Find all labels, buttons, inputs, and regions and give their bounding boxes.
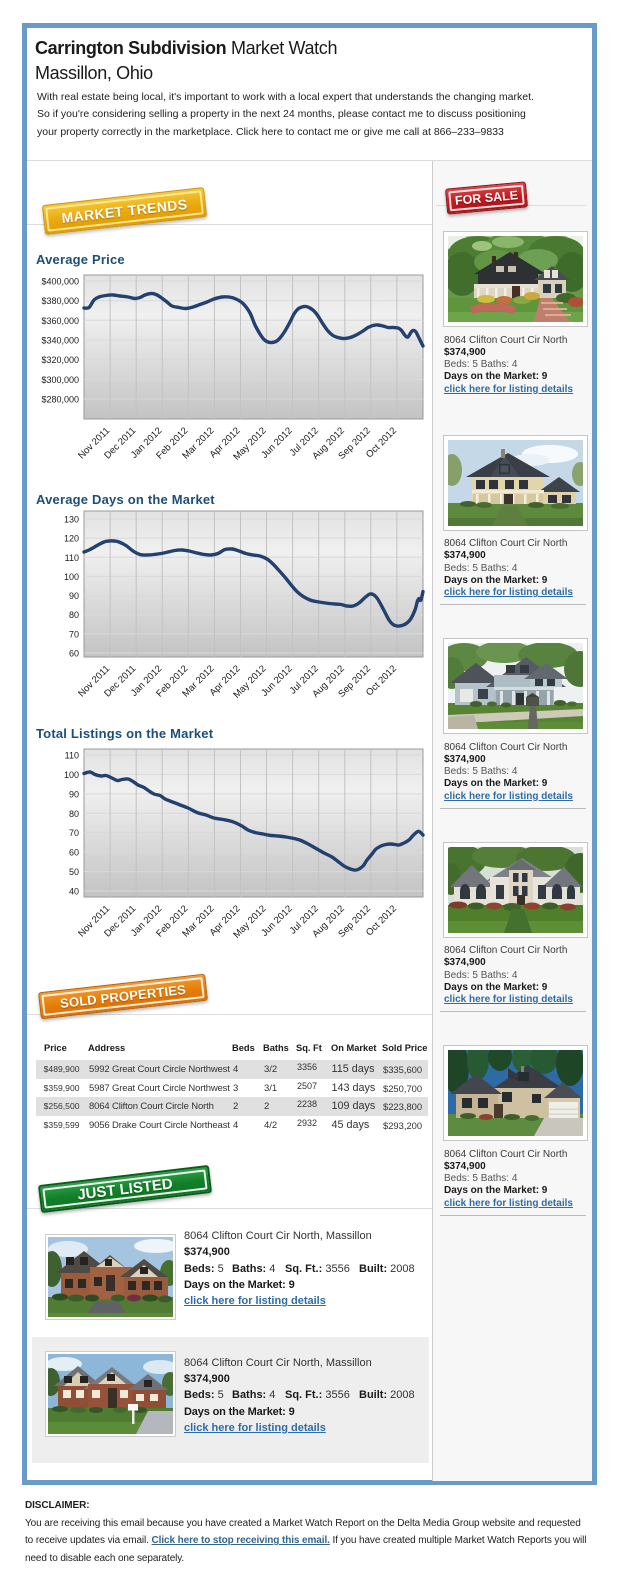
svg-text:100: 100	[64, 770, 79, 780]
svg-text:$340,000: $340,000	[41, 336, 79, 346]
svg-text:$320,000: $320,000	[41, 355, 79, 365]
svg-text:70: 70	[69, 828, 79, 838]
svg-text:70: 70	[69, 629, 79, 639]
svg-text:$280,000: $280,000	[41, 395, 79, 405]
svg-text:50: 50	[69, 867, 79, 877]
svg-text:$400,000: $400,000	[41, 277, 79, 287]
svg-text:80: 80	[69, 610, 79, 620]
svg-text:80: 80	[69, 809, 79, 819]
svg-text:90: 90	[69, 789, 79, 799]
svg-text:110: 110	[65, 553, 79, 563]
svg-text:$300,000: $300,000	[41, 375, 79, 385]
svg-text:$380,000: $380,000	[41, 296, 79, 306]
svg-text:60: 60	[69, 848, 79, 858]
svg-text:60: 60	[69, 649, 79, 659]
svg-text:110: 110	[65, 751, 79, 761]
svg-text:130: 130	[64, 515, 79, 525]
svg-text:$360,000: $360,000	[41, 316, 79, 326]
svg-text:120: 120	[64, 534, 79, 544]
svg-text:90: 90	[69, 591, 79, 601]
svg-text:100: 100	[64, 572, 79, 582]
svg-text:40: 40	[69, 887, 79, 897]
